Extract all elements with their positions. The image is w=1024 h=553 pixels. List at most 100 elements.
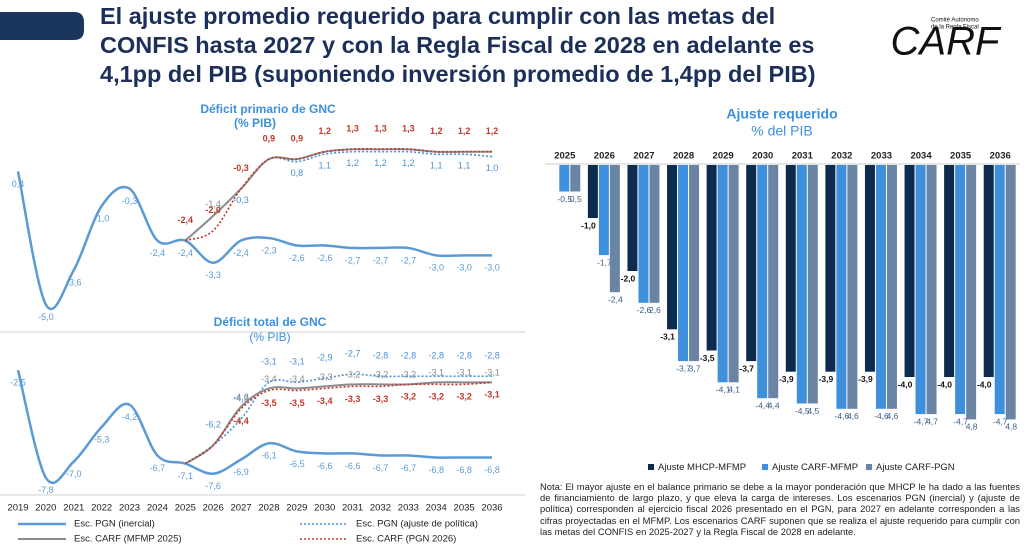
data-label: -4,6 (835, 411, 850, 421)
data-label: -7,1 (178, 471, 194, 481)
data-label: -4,7 (953, 416, 968, 426)
x-tick-label: 2035 (950, 151, 972, 162)
bar (667, 165, 678, 330)
logo-subtitle: Comité Autónomo (931, 18, 979, 24)
data-label: 1,1 (318, 161, 331, 171)
data-label: -2,3 (261, 245, 277, 255)
x-tick-label: 2026 (594, 151, 615, 162)
data-label: -3,3 (373, 394, 389, 404)
data-label: -3,1 (456, 368, 472, 378)
data-label: -2,7 (345, 349, 361, 359)
chart-title: Déficit primario de GNC (200, 102, 336, 116)
x-tick-label: 2027 (230, 503, 251, 514)
x-tick-label: 2032 (831, 151, 852, 162)
bar (717, 165, 728, 383)
data-label: -3,4 (317, 396, 333, 406)
data-label: 1,3 (402, 124, 415, 134)
data-label: -3,9 (779, 374, 794, 384)
data-label: -3,2 (456, 392, 472, 402)
bar (587, 165, 598, 218)
data-label: -3,1 (289, 357, 305, 367)
data-label: 0,4 (12, 179, 25, 189)
x-tick-label: 2028 (673, 151, 694, 162)
data-label: -2,8 (484, 351, 500, 361)
legend-swatch (762, 464, 768, 470)
data-label: -6,6 (345, 461, 361, 471)
x-tick-label: 2019 (7, 503, 28, 514)
data-label: -3,9 (858, 374, 873, 384)
data-label: -0,3 (233, 195, 249, 205)
chart-subtitle: % del PIB (751, 123, 812, 139)
data-label: -2,6 (637, 305, 652, 315)
data-label: -1,0 (581, 220, 596, 230)
x-tick-label: 2029 (713, 151, 734, 162)
bar (836, 165, 847, 409)
legend-label: Esc. PGN (inercial) (74, 519, 155, 530)
bar (1005, 165, 1016, 420)
series-line (185, 148, 492, 242)
data-label: -3,4 (261, 374, 277, 384)
data-label: -0,3 (233, 163, 249, 173)
data-label: -2,4 (150, 248, 166, 258)
data-label: -4,0 (937, 379, 952, 389)
data-label: -3,7 (676, 363, 691, 373)
data-label: -4,4 (755, 400, 770, 410)
data-label: -6,6 (317, 461, 333, 471)
data-label: -5,3 (94, 434, 110, 444)
data-label: -3,6 (66, 278, 82, 288)
data-label: 0,9 (291, 134, 304, 144)
data-label: 1,2 (430, 126, 443, 136)
bar (570, 165, 581, 192)
x-tick-label: 2030 (314, 503, 335, 514)
chart-title: Déficit total de GNC (214, 315, 327, 329)
bar (689, 165, 700, 362)
data-label: 1,2 (458, 126, 471, 136)
bar (638, 165, 649, 303)
data-label: 4,6 (847, 411, 859, 421)
series-line (184, 373, 492, 465)
data-label: -3,5 (700, 353, 715, 363)
x-tick-label: 2025 (554, 151, 576, 162)
data-label: -6,9 (233, 467, 249, 477)
x-tick-label: 2034 (426, 503, 447, 514)
data-label: -3,2 (401, 370, 417, 380)
bar (825, 165, 836, 372)
data-label: -6,7 (401, 463, 417, 473)
data-label: -1,0 (94, 213, 110, 223)
bar (904, 165, 915, 377)
data-label: -2,8 (428, 351, 444, 361)
data-label: -7,0 (66, 469, 82, 479)
data-label: 0,5 (570, 194, 582, 204)
legend-swatch (866, 464, 872, 470)
x-tick-label: 2036 (990, 151, 1011, 162)
data-label: -0,5 (557, 194, 572, 204)
data-label: -4,7 (993, 416, 1008, 426)
bar (678, 165, 689, 362)
bar (875, 165, 886, 409)
bar (944, 165, 955, 377)
x-tick-label: 2036 (481, 503, 502, 514)
data-label: -6,8 (484, 465, 500, 475)
data-label: -3,4 (289, 374, 305, 384)
data-label: 2,6 (649, 305, 661, 315)
data-label: -2,8 (456, 351, 472, 361)
logo-subtitle: de la Regla Fiscal (931, 25, 979, 31)
x-tick-label: 2027 (633, 151, 654, 162)
data-label: 1,3 (374, 124, 387, 134)
data-label: -2,4 (178, 248, 194, 258)
bar (609, 165, 620, 293)
data-label: -5,0 (38, 312, 54, 322)
data-label: -2,0 (621, 273, 636, 283)
data-label: -2,5 (10, 378, 26, 388)
data-label: -2,6 (317, 253, 333, 263)
data-label: -2,4 (608, 294, 623, 304)
data-label: -4,0 (977, 379, 992, 389)
data-label: -4,5 (795, 406, 810, 416)
data-label: -6,8 (428, 465, 444, 475)
data-label: -3,1 (484, 368, 500, 378)
data-label: -3,0 (456, 263, 472, 273)
data-label: -3,9 (819, 374, 834, 384)
x-tick-label: 2033 (871, 151, 892, 162)
x-tick-label: 2034 (910, 151, 932, 162)
